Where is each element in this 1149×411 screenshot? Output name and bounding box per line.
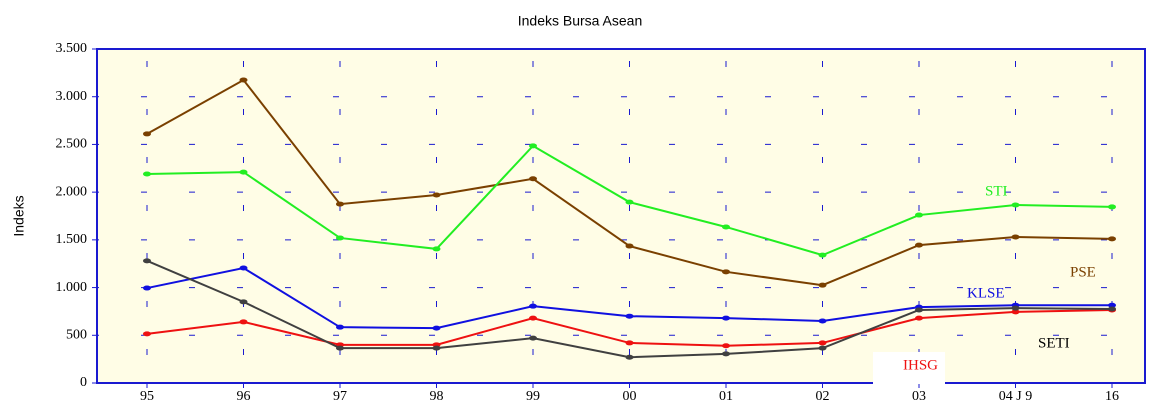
point — [143, 171, 151, 177]
point — [336, 345, 344, 351]
x-tick-label: 16 — [1105, 389, 1119, 404]
series-label: PSE — [1070, 264, 1096, 280]
point — [239, 77, 248, 83]
point — [1108, 302, 1116, 308]
x-tick-label: 00 — [623, 389, 637, 404]
y-axis-title: Indeks — [11, 195, 27, 236]
point — [143, 258, 151, 264]
point — [432, 345, 441, 351]
x-tick-label: 03 — [912, 389, 926, 404]
point — [529, 143, 537, 149]
y-tick-label: 1.000 — [56, 280, 88, 295]
point — [915, 212, 923, 218]
point — [818, 282, 827, 288]
series-label: SETI — [1038, 335, 1070, 351]
point — [722, 224, 730, 230]
point — [818, 318, 827, 324]
chart-title: Indeks Bursa Asean — [518, 13, 643, 29]
point — [625, 354, 634, 360]
point — [239, 169, 248, 175]
point — [239, 319, 248, 325]
point — [625, 199, 634, 205]
point — [143, 285, 151, 291]
point — [915, 242, 923, 248]
plot-area — [96, 48, 1146, 384]
x-tick-label: 99 — [526, 389, 540, 404]
point — [818, 252, 827, 258]
point — [722, 343, 730, 349]
point — [336, 235, 344, 241]
y-tick-label: 1.500 — [56, 232, 88, 247]
point — [625, 313, 634, 319]
point — [239, 265, 248, 271]
point — [1011, 202, 1020, 208]
point — [1011, 309, 1020, 315]
y-tick-label: 0 — [80, 375, 87, 390]
x-tick-label: 02 — [816, 389, 830, 404]
x-tick-label: 04 J 9 — [999, 389, 1032, 404]
series-label: IHSG — [903, 357, 938, 373]
point — [1108, 204, 1116, 210]
point — [818, 340, 827, 346]
point — [625, 243, 634, 249]
point — [432, 325, 441, 331]
x-tick-label: 95 — [140, 389, 154, 404]
point — [1108, 306, 1116, 312]
point — [722, 269, 730, 275]
point — [529, 176, 537, 182]
x-tick-label: 96 — [237, 389, 251, 404]
point — [818, 345, 827, 351]
x-tick-label: 97 — [333, 389, 347, 404]
series-label: KLSE — [967, 285, 1005, 301]
point — [722, 351, 730, 357]
x-tick-label: 01 — [719, 389, 733, 404]
point — [336, 201, 344, 207]
label-box — [873, 352, 945, 384]
point — [529, 303, 537, 309]
series-label: STI — [985, 183, 1008, 199]
point — [529, 335, 537, 341]
point — [1011, 305, 1020, 311]
point — [432, 246, 441, 252]
y-tick-label: 3.000 — [56, 89, 88, 104]
point — [915, 307, 923, 313]
point — [722, 315, 730, 321]
point — [529, 315, 537, 321]
point — [432, 192, 441, 198]
point — [1011, 234, 1020, 240]
y-tick-label: 2.500 — [56, 137, 88, 152]
point — [625, 340, 634, 346]
point — [915, 315, 923, 321]
x-tick-label: 98 — [430, 389, 444, 404]
point — [143, 331, 151, 337]
point — [336, 324, 344, 330]
point — [1108, 236, 1116, 242]
point — [143, 131, 151, 137]
point — [239, 299, 248, 305]
y-tick-label: 2.000 — [56, 184, 88, 199]
y-tick-label: 3.500 — [56, 41, 88, 56]
y-tick-label: 500 — [66, 328, 87, 343]
